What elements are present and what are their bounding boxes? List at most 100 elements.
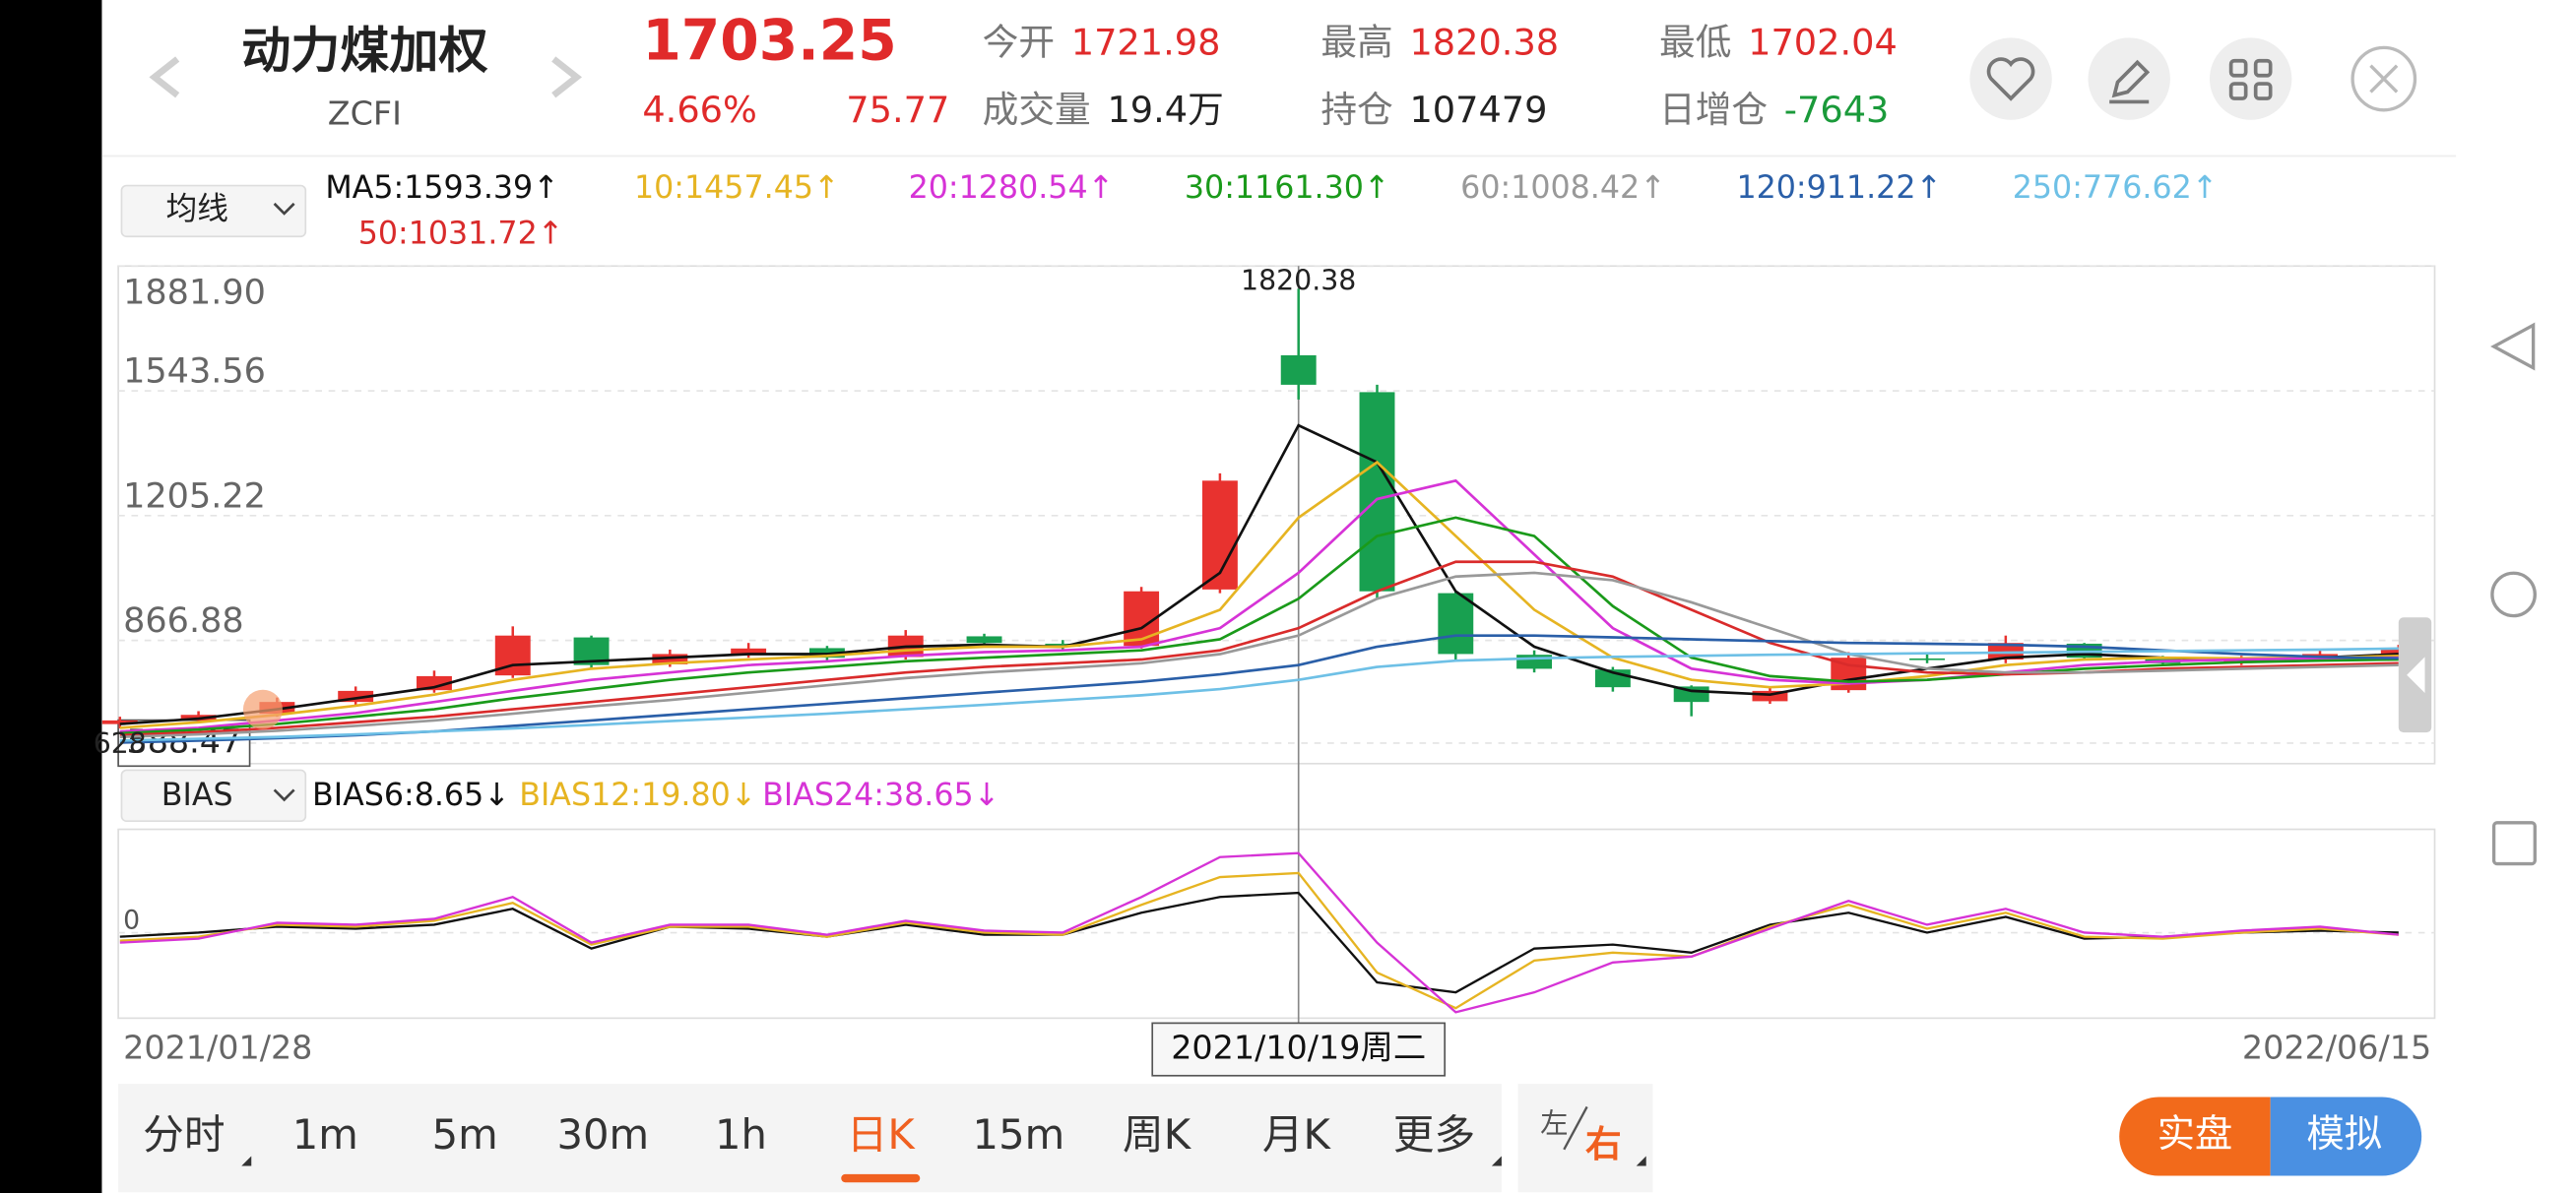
last-price: 1703.25: [642, 9, 896, 74]
ma-line: [119, 460, 2399, 729]
legend-entry: 250:776.62↑: [2013, 170, 2219, 206]
ma-selector-label: 均线: [166, 192, 228, 227]
sim-label: 模拟: [2306, 1112, 2382, 1157]
edit-icon: [2109, 59, 2151, 104]
instrument-name: 动力煤加权: [241, 23, 487, 80]
stat-value: 1721.98: [1071, 22, 1221, 64]
y-tick-label: 1881.90: [123, 273, 266, 313]
close-icon: [2369, 64, 2399, 94]
prev-arrow[interactable]: [149, 56, 180, 98]
legend-entry: 120:911.22↑: [1736, 170, 1942, 206]
ma-line: [119, 647, 2399, 742]
stat-value: 107479: [1409, 89, 1547, 131]
nav-home[interactable]: [2490, 571, 2537, 618]
y-tick-label: 1543.56: [123, 351, 266, 392]
legend-entry: BIAS12:19.80↓: [519, 778, 756, 813]
nav-back[interactable]: [2490, 322, 2536, 371]
candle-body: [1359, 392, 1395, 592]
period-tab[interactable]: 30m: [556, 1110, 649, 1159]
candle-body: [417, 675, 452, 691]
stats: 今开 1721.98 成交量 19.4万 最高 1820.38 持仓 107479 最低 1702…: [983, 22, 1898, 131]
candle-body: [1909, 658, 1946, 660]
period-tab[interactable]: 1h: [715, 1110, 767, 1159]
legend-entry: MA5:1593.39↑: [325, 170, 558, 206]
marker: [242, 689, 283, 729]
period-tab[interactable]: 周K: [1123, 1110, 1192, 1159]
next-arrow[interactable]: [551, 56, 582, 98]
x-tick-label: 2022/06/15: [2242, 1029, 2431, 1067]
ma-line: [119, 423, 2399, 725]
candle-body: [1045, 643, 1081, 647]
legend-entry: 60:1008.42↑: [1460, 170, 1666, 206]
plot: 1881.901543.561205.22866.88588.470MA5:15…: [94, 170, 2435, 1077]
left-bar: [0, 0, 102, 1193]
period-bar: [118, 1084, 1502, 1193]
indicator-selector[interactable]: [120, 769, 307, 823]
y-tick-label: 1205.22: [123, 475, 266, 516]
period-tab[interactable]: 月K: [1262, 1110, 1332, 1159]
candle-body: [1752, 690, 1788, 702]
slash: [1563, 1105, 1588, 1151]
stat-value: 19.4万: [1107, 89, 1223, 131]
stat-label: 最低: [1659, 22, 1731, 64]
live-button[interactable]: [2119, 1097, 2271, 1176]
stat-label: 成交量: [983, 89, 1091, 131]
candle-body: [1280, 354, 1317, 385]
stat-value: -7643: [1784, 89, 1890, 131]
period-tab[interactable]: 5m: [432, 1110, 498, 1159]
candle-body: [966, 636, 1002, 644]
chevron: [273, 788, 295, 802]
stat-value: 1702.04: [1748, 22, 1898, 64]
layout-icon: [2228, 58, 2273, 100]
layout-button[interactable]: [2209, 37, 2292, 120]
bias-line: [119, 851, 2399, 1014]
edit-button[interactable]: [2088, 37, 2170, 120]
legend-entry: BIAS24:38.65↓: [762, 778, 999, 813]
period-tab[interactable]: 更多: [1393, 1110, 1475, 1159]
low-label: 628: [94, 727, 147, 760]
nav-bar: [2490, 322, 2537, 866]
tab-underline: [841, 1173, 921, 1183]
corner-mark: [1636, 1156, 1646, 1166]
y-tick-label: 866.88: [123, 600, 244, 641]
close-button[interactable]: [2351, 45, 2417, 112]
ma-line: [119, 571, 2399, 739]
side-toggle[interactable]: [1517, 1084, 1653, 1193]
bias-panel: [117, 828, 2436, 1020]
instrument-code: ZCFI: [328, 94, 402, 132]
candle-body: [652, 654, 688, 664]
stat-value: 1820.38: [1409, 22, 1559, 64]
favorite-button[interactable]: [1969, 37, 2052, 120]
toolbar-icons: [1969, 37, 2417, 120]
candle-body: [731, 648, 767, 656]
side-right: 右: [1585, 1123, 1622, 1165]
corner-mark: [241, 1156, 252, 1166]
x-tick-label: 2021/01/28: [123, 1029, 312, 1067]
change-pct: 4.66%: [642, 89, 757, 131]
y-tick-label: 0: [123, 905, 140, 935]
nav-recent[interactable]: [2491, 821, 2537, 866]
indicator-selector-label: BIAS: [161, 778, 233, 813]
legend-entry: BIAS6:8.65↓: [312, 778, 510, 813]
side-left: 左: [1540, 1107, 1568, 1140]
candle-body: [338, 690, 374, 703]
period-tab[interactable]: 15m: [973, 1110, 1065, 1159]
period-tab[interactable]: 1m: [292, 1110, 358, 1159]
legend-entry: 50:1031.72↑: [358, 217, 564, 252]
chevron: [273, 202, 295, 216]
ma-line: [119, 560, 2399, 737]
stat-label: 最高: [1320, 22, 1392, 64]
sim-button[interactable]: [2270, 1097, 2422, 1176]
stat-label: 日增仓: [1659, 89, 1768, 131]
legend-entry: 20:1280.54↑: [909, 170, 1115, 206]
period-tab[interactable]: 日K: [847, 1110, 917, 1159]
crosshair-label-box: [1151, 1022, 1447, 1077]
candle-body: [101, 720, 138, 724]
period-tab[interactable]: 分时: [143, 1110, 225, 1159]
candle-body: [1438, 593, 1474, 655]
candle-body: [1987, 643, 2024, 660]
ma-selector[interactable]: [120, 184, 307, 238]
